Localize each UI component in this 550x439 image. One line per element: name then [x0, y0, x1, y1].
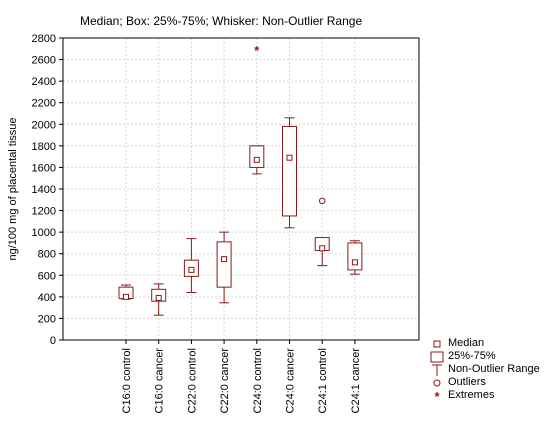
- y-tick-label: 2800: [32, 33, 56, 45]
- whisker-icon: [430, 363, 444, 376]
- box-c24-0-control: *: [249, 43, 265, 175]
- legend-item-circle: Outliers: [430, 376, 540, 389]
- y-tick-label: 1800: [32, 141, 56, 153]
- legend-label: Outliers: [448, 376, 486, 388]
- median-marker: [286, 154, 293, 161]
- iqr-box: [249, 145, 265, 168]
- legend-item-whisker: Non-Outlier Range: [430, 363, 540, 376]
- y-tick-label: 400: [38, 292, 56, 304]
- grid-lines: [63, 38, 419, 340]
- y-tick-label: 2400: [32, 76, 56, 88]
- median-marker: [351, 259, 358, 266]
- box-c22-0-cancer: [216, 231, 232, 304]
- y-tick-label: 800: [38, 249, 56, 261]
- median-marker: [221, 256, 228, 263]
- y-tick-label: 200: [38, 313, 56, 325]
- box-c16-0-control: [118, 284, 134, 300]
- legend-item-box: 25%-75%: [430, 350, 540, 363]
- median-marker: [123, 293, 129, 300]
- y-tick-label: 2600: [32, 55, 56, 67]
- iqr-box: [282, 125, 297, 217]
- legend-label: Non-Outlier Range: [448, 363, 540, 375]
- outlier-point: [318, 197, 326, 205]
- legend-label: Median: [448, 337, 485, 349]
- box-icon: [430, 350, 444, 363]
- x-tick-label: C24:0 cancer: [285, 348, 297, 414]
- iqr-box: [216, 241, 232, 288]
- median-marker: [155, 294, 162, 301]
- legend-item-asterisk: * Extremes: [430, 389, 540, 402]
- y-tick-label: 0: [50, 335, 56, 347]
- svg-text:*: *: [434, 390, 440, 402]
- legend-label: Extremes: [448, 389, 495, 401]
- x-tick-label: C24:0 control: [252, 348, 264, 413]
- y-axis-label: ng/100 mg of placental tissue: [7, 117, 19, 260]
- median-marker: [188, 266, 195, 273]
- median-marker: [319, 245, 326, 252]
- box-c24-0-cancer: [282, 117, 297, 229]
- iqr-box: [347, 242, 363, 271]
- y-tick-label: 1400: [32, 184, 56, 196]
- x-tick-label: C22:0 control: [186, 348, 198, 413]
- legend-label: 25%-75%: [448, 350, 496, 362]
- x-tick-label: C16:0 cancer: [154, 348, 166, 414]
- median-square-icon: [430, 337, 444, 350]
- legend-item-median-square: Median: [430, 337, 540, 350]
- y-tick-label: 600: [38, 270, 56, 282]
- chart-title: Median; Box: 25%-75%; Whisker: Non-Outli…: [80, 14, 363, 28]
- box-c16-0-cancer: [151, 283, 167, 316]
- x-tick-label: C16:0 control: [121, 348, 133, 413]
- y-tick-label: 2200: [32, 98, 56, 110]
- y-tick-label: 1200: [32, 206, 56, 218]
- asterisk-icon: *: [430, 389, 444, 402]
- boxes: *: [118, 43, 363, 316]
- x-axis-ticks: C16:0 control C16:0 cancer C22:0 control C2…: [121, 340, 362, 413]
- y-tick-label: 1000: [32, 227, 56, 239]
- y-tick-label: 2000: [32, 119, 56, 131]
- box-c22-0-control: [183, 238, 199, 294]
- x-tick-label: C22:0 cancer: [219, 348, 231, 414]
- box-c24-1-control: [314, 197, 330, 267]
- x-tick-label: C24:1 cancer: [350, 348, 362, 414]
- legend: Median 25%-75% Non-Outlier Range Outliers * E…: [430, 337, 540, 402]
- box-c24-1-cancer: [347, 240, 363, 275]
- median-marker: [253, 156, 260, 163]
- x-tick-label: C24:1 control: [317, 348, 329, 413]
- y-axis-ticks: 0 200 400 600 800 1000 1200 1400 1600 1800 2000 220…: [32, 33, 63, 347]
- circle-icon: [430, 376, 444, 389]
- extreme-point: *: [254, 43, 260, 58]
- y-tick-label: 1600: [32, 162, 56, 174]
